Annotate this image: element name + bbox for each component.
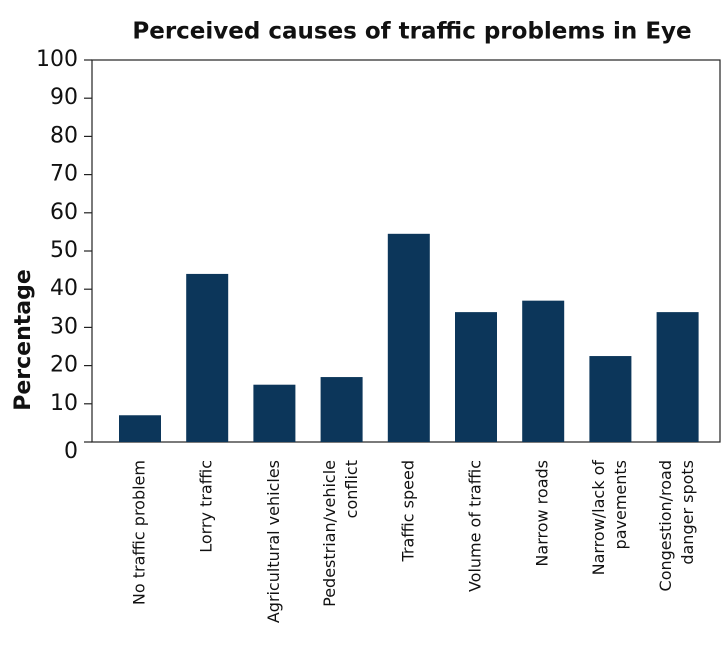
bar — [253, 384, 296, 442]
x-tick-label: Lorry traffic — [197, 460, 216, 553]
x-tick-label: pavements — [611, 460, 630, 549]
bar — [455, 312, 497, 442]
y-tick-label: 100 — [36, 47, 78, 72]
y-tick-label: 10 — [50, 391, 78, 416]
chart-title: Perceived causes of traffic problems in … — [132, 19, 691, 45]
x-tick-label: Congestion/road — [656, 460, 675, 591]
y-tick-label: 90 — [50, 85, 78, 110]
x-tick-label: Narrow roads — [533, 460, 552, 567]
x-tick-label: No traffic problem — [130, 460, 149, 605]
y-tick-label: 70 — [50, 162, 78, 187]
x-tick-label: Traffic speed — [398, 460, 417, 563]
y-tick-label: 20 — [50, 353, 78, 378]
x-tick-label: danger spots — [678, 460, 697, 565]
bar — [387, 233, 430, 442]
y-tick-label: 30 — [50, 314, 78, 339]
y-tick-label: 60 — [50, 200, 78, 225]
bar — [522, 300, 565, 442]
bar — [589, 356, 632, 442]
x-tick-label: Pedestrian/vehicle — [320, 460, 339, 607]
y-tick-label: 50 — [50, 238, 78, 263]
x-tick-label: Agricultural vehicles — [264, 460, 283, 623]
y-axis-label: Percentage — [11, 269, 36, 411]
y-tick-label: 80 — [50, 123, 78, 148]
bar — [656, 312, 699, 442]
x-tick-label: conflict — [342, 460, 361, 518]
bar — [119, 415, 161, 442]
x-tick-label: Narrow/lack of — [589, 460, 608, 576]
x-tick-label: Volume of traffic — [466, 460, 485, 592]
y-tick-label: 0 — [64, 439, 78, 464]
y-tick-label: 40 — [50, 276, 78, 301]
bar — [186, 273, 229, 442]
bar — [320, 377, 363, 442]
